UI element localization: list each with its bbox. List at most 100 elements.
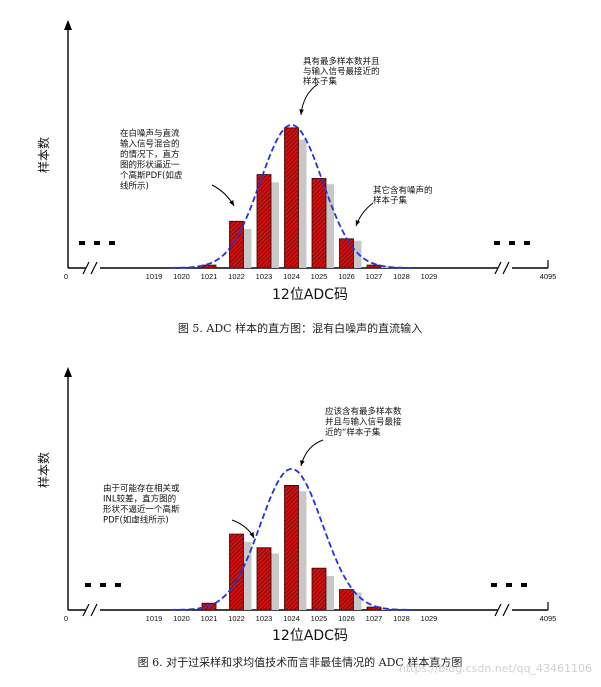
x-tick-label: 1026 (338, 272, 355, 281)
annotation-arrowhead (300, 460, 305, 466)
x-tick-label: 1025 (311, 272, 328, 281)
annotation-text: 应该含有最多样本数并且与输入信号最接近的“样本子集 (325, 406, 402, 438)
axis-break-mark (82, 603, 90, 617)
histogram-bar (284, 127, 299, 269)
axis-break-mark (90, 603, 98, 617)
annotation-line: 应该含有最多样本数 (325, 406, 402, 417)
histogram-figure-5: 0 4095 1019 1020 1021 1022 1023 1024 1025 1026 102… (36, 20, 556, 335)
axis-break-mark (90, 261, 98, 275)
x-tick-label: 1021 (201, 614, 218, 623)
gaussian-pdf-curve (170, 467, 413, 611)
shadow-bar (377, 266, 389, 268)
annotation-arrowhead (299, 109, 304, 115)
annotation-line: 具有最多样本数并且 (303, 56, 380, 67)
x-edge-label-right: 4095 (540, 272, 557, 281)
histogram-bar (311, 178, 327, 269)
annotation-line: 近的“样本子集 (325, 427, 381, 438)
histogram-bar (229, 220, 244, 269)
histogram-bar (339, 238, 354, 269)
x-tick-label: 1026 (338, 614, 355, 623)
ellipsis-dot (115, 583, 121, 587)
annotation-line: 个高斯PDF(如虚 (120, 170, 182, 181)
y-axis-arrow (64, 20, 72, 30)
histogram-bar (256, 547, 272, 611)
x-tick-label: 1024 (283, 272, 300, 281)
ellipsis-dot (509, 241, 515, 245)
x-tick-label: 1022 (228, 272, 245, 281)
x-tick-label: 1022 (228, 614, 245, 623)
annotation-text: 其它含有噪声的样本子集 (373, 185, 433, 206)
annotation-line: 输入信号混合的 (120, 139, 180, 150)
annotation-arrowhead (355, 220, 361, 226)
histogram-bar (229, 533, 244, 611)
x-tick-label: 1023 (256, 272, 273, 281)
histogram-bar (201, 264, 217, 269)
figure-caption: 图 5. ADC 样本的直方图：混有白噪声的直流输入 (178, 321, 422, 335)
histogram-bar (366, 264, 382, 269)
ellipsis-dot (491, 583, 497, 587)
annotation-arrowhead (249, 532, 254, 538)
watermark: https://blog.csdn.net/qq_43461106 (399, 662, 592, 675)
y-axis-arrow (64, 367, 72, 377)
ellipsis-dot (85, 583, 91, 587)
annotation-text: 由于可能存在相关或 INL较差，直方图的形状不逼近一个高斯 PDF(如虚线所示) (103, 483, 180, 526)
histogram-bar (339, 589, 354, 611)
ellipsis-dot (100, 583, 106, 587)
annotation-line: 样本子集 (373, 195, 408, 206)
annotation-line: 并且与输入信号最接 (325, 417, 402, 428)
figure-caption: 图 6. 对于过采样和求均值技术而言非最佳情况的 ADC 样本直方图 (138, 655, 463, 669)
annotation-line: 线所示) (120, 181, 149, 192)
y-axis-label: 样本数 (36, 137, 51, 173)
ellipsis-dot (109, 241, 115, 245)
x-tick-label: 1027 (366, 614, 383, 623)
annotation-line: PDF(如虚线所示) (103, 515, 169, 526)
annotation-text: 具有最多样本数并且与输入信号最接近的样本子集 (303, 56, 380, 87)
annotation-line: 与输入信号最接近的 (303, 66, 380, 77)
annotation-line: 在白噪声与直流 (120, 128, 180, 139)
x-tick-label: 1024 (283, 614, 300, 623)
x-tick-label: 1029 (421, 272, 438, 281)
ellipsis-dot (506, 583, 512, 587)
gaussian-pdf-curve (170, 123, 413, 269)
ellipsis-dot (524, 241, 530, 245)
histogram-bar (366, 606, 382, 611)
annotation-arrow (300, 439, 324, 467)
y-axis-label: 样本数 (36, 452, 51, 488)
x-tick-label: 1028 (393, 272, 410, 281)
histogram-bar (311, 567, 327, 611)
axis-break-mark (494, 261, 502, 275)
ellipsis-dot (521, 583, 527, 587)
annotation-line: 其它含有噪声的 (373, 185, 433, 196)
axis-break-mark (502, 261, 510, 275)
ellipsis-dot (494, 241, 500, 245)
x-tick-label: 1027 (366, 272, 383, 281)
annotation-line: 形状不逼近一个高斯 (103, 504, 180, 515)
x-tick-label: 1020 (173, 614, 190, 623)
histogram-figure-6: 0 4095 1019 1020 1021 1022 1023 1024 1025 1026 102… (36, 367, 556, 669)
histogram-bar (284, 485, 299, 611)
x-edge-label-left: 0 (64, 272, 68, 281)
ellipsis-dot (94, 241, 100, 245)
annotation-line: INL较差，直方图的 (103, 494, 176, 505)
x-axis-label: 12位ADC码 (272, 628, 348, 644)
axis-break-mark (502, 603, 510, 617)
x-tick-label: 1019 (146, 614, 163, 623)
x-tick-label: 1020 (173, 272, 190, 281)
annotation-text: 在白噪声与直流输入信号混合的的情况下，直方图的形状逼近一个高斯PDF(如虚线所示… (120, 128, 182, 192)
annotation-line: 的情况下，直方 (120, 149, 180, 160)
x-tick-label: 1019 (146, 272, 163, 281)
x-tick-label: 1023 (256, 614, 273, 623)
annotation-line: 图的形状逼近一 (120, 160, 180, 171)
x-tick-label: 1029 (421, 614, 438, 623)
axis-break-mark (82, 261, 90, 275)
x-tick-label: 1028 (393, 614, 410, 623)
annotation-arrow (300, 83, 319, 116)
histogram-bar (256, 174, 272, 269)
annotation-line: 样本子集 (303, 76, 338, 87)
ellipsis-dot (79, 241, 85, 245)
annotation-arrowhead (229, 200, 234, 206)
x-edge-label-right: 4095 (540, 614, 557, 623)
x-edge-label-left: 0 (64, 614, 68, 623)
x-tick-label: 1021 (201, 272, 218, 281)
